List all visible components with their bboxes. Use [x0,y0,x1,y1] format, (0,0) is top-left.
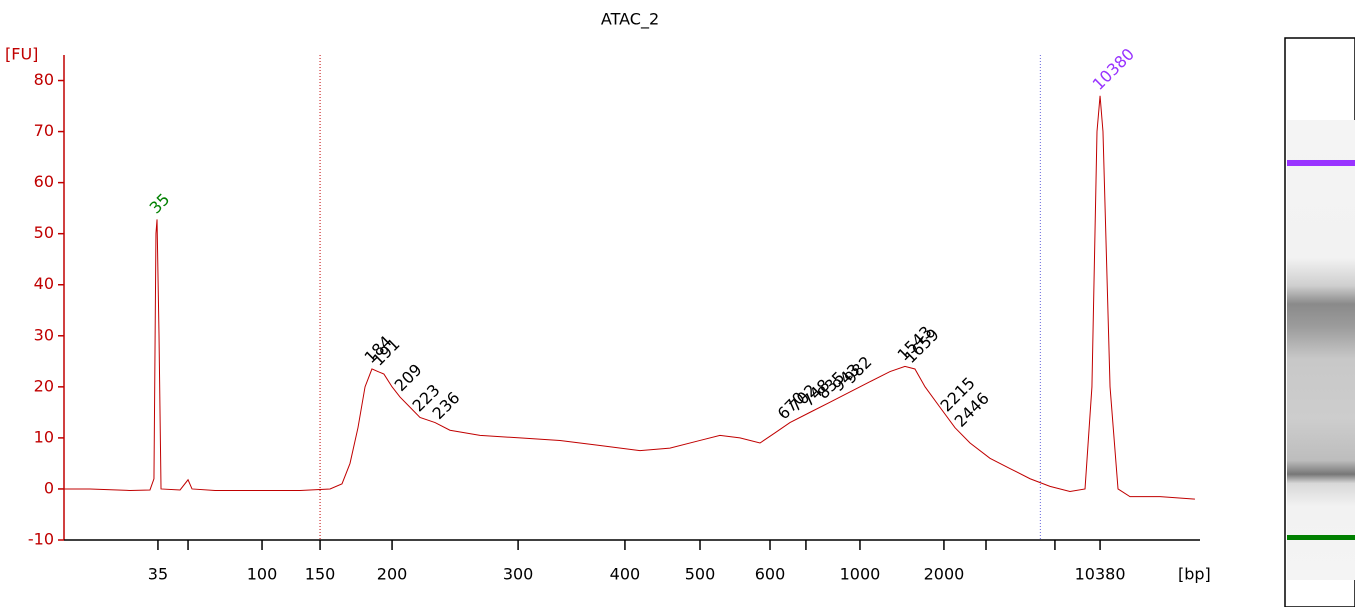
x-tick-label: 400 [610,565,641,584]
y-tick-label: 10 [34,427,54,446]
x-tick-label: 300 [503,565,534,584]
y-tick-label: 0 [44,478,54,497]
x-tick-label: 100 [247,565,278,584]
y-tick-label: 80 [34,70,54,89]
x-tick-label: 500 [685,565,716,584]
y-tick-label: 20 [34,376,54,395]
x-tick-label: 10380 [1075,565,1126,584]
x-tick-label: 2000 [924,565,965,584]
y-tick-label: 60 [34,172,54,191]
gel-lane [1284,37,1355,607]
x-tick-label: 200 [377,565,408,584]
x-tick-label: 35 [148,565,168,584]
x-tick-label: 150 [305,565,336,584]
peak-label: 10380 [1089,44,1138,93]
x-tick-label: 600 [755,565,786,584]
chart-title: ATAC_2 [601,10,659,30]
y-tick-label: 40 [34,274,54,293]
y-tick-label: 50 [34,223,54,242]
trace [64,95,1195,500]
y-tick-label: 70 [34,121,54,140]
y-tick-label: 30 [34,325,54,344]
peak-label: 35 [146,190,174,218]
x-axis-label: [bp] [1178,565,1211,584]
y-tick-label: -10 [28,530,54,549]
peak-label: 1659 [901,325,943,367]
x-tick-label: 1000 [840,565,881,584]
y-axis-label: [FU] [5,45,38,64]
